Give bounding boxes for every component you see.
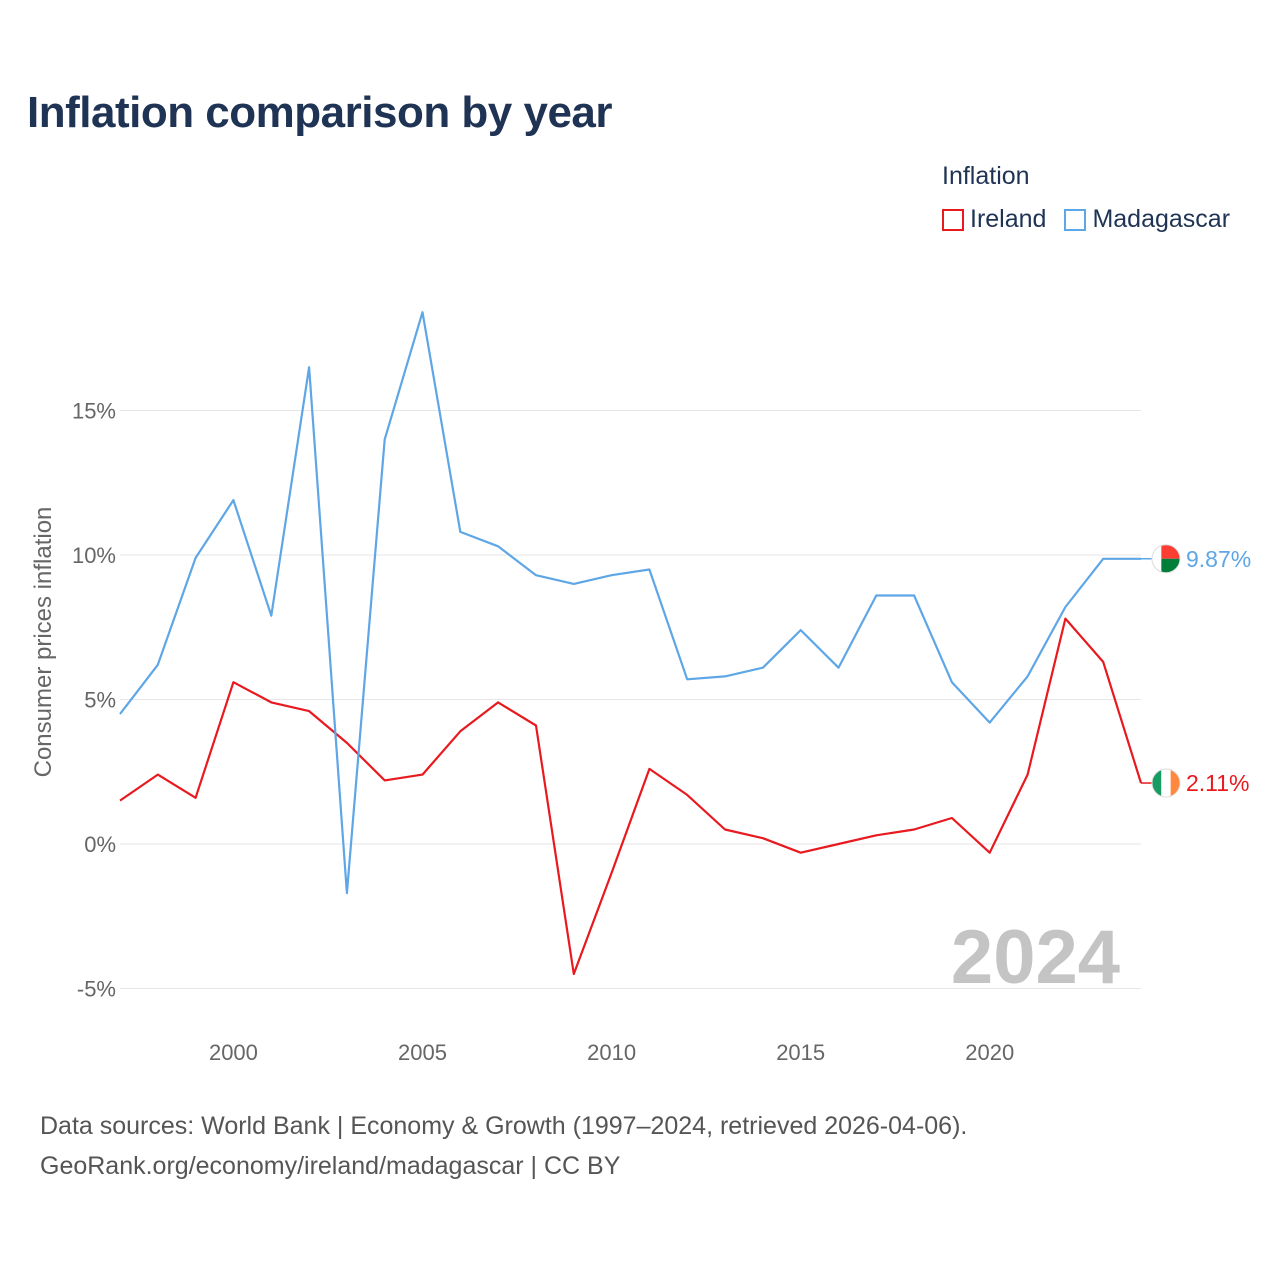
ireland-flag-icon (1151, 768, 1181, 798)
end-value-label-madagascar: 9.87% (1186, 546, 1251, 572)
line-chart: -5%0%5%10%15% 2000 2005 2010 2015 2020 2024 … (30, 311, 1251, 1065)
page-title: Inflation comparison by year (27, 88, 613, 137)
y-axis-ticks: -5% 0% 5% 10% 15% (72, 399, 116, 1002)
x-axis-ticks: 2000 2005 2010 2015 2020 (209, 1040, 1014, 1065)
x-tick-label: 2005 (398, 1040, 447, 1065)
legend-label-madagascar: Madagascar (1092, 205, 1231, 233)
flag-border (1151, 544, 1181, 574)
gridlines (120, 410, 1141, 989)
footer-credit: GeoRank.org/economy/ireland/madagascar |… (40, 1152, 621, 1180)
legend-title: Inflation (942, 162, 1030, 190)
y-tick-label: 0% (84, 832, 116, 857)
flag-stripes (1152, 769, 1180, 798)
flag-stripe-green (1161, 558, 1180, 573)
legend-swatch-madagascar (1064, 208, 1087, 231)
x-tick-label: 2015 (776, 1040, 825, 1065)
x-tick-label: 2020 (965, 1040, 1014, 1065)
end-value-label-ireland: 2.11% (1186, 770, 1250, 796)
y-tick-label: -5% (77, 977, 116, 1002)
legend: Ireland Madagascar (942, 205, 1230, 234)
footer-sources: Data sources: World Bank | Economy & Gro… (40, 1112, 968, 1140)
legend-item-ireland[interactable]: Ireland (942, 205, 1046, 234)
flag-stripe-green (1152, 769, 1162, 798)
flag-border (1151, 768, 1181, 798)
madagascar-flag-icon (1151, 544, 1181, 574)
legend-label-ireland: Ireland (970, 205, 1047, 233)
flag-stripe-orange (1170, 769, 1180, 798)
y-tick-label: 5% (84, 688, 116, 713)
footer: Data sources: World Bank | Economy & Gro… (40, 1106, 967, 1186)
x-tick-label: 2010 (587, 1040, 636, 1065)
x-tick-label: 2000 (209, 1040, 258, 1065)
series-line-madagascar[interactable] (119, 311, 1141, 895)
legend-swatch-ireland (942, 208, 964, 231)
series-line-ireland[interactable] (119, 617, 1143, 976)
y-tick-label: 15% (72, 399, 116, 424)
flag-stripe-white (1161, 769, 1171, 798)
year-watermark: 2024 (951, 915, 1120, 1000)
legend-item-madagascar[interactable]: Madagascar (1064, 205, 1230, 234)
flag-stripe-red (1161, 544, 1180, 559)
y-tick-label: 10% (72, 543, 116, 568)
y-axis-label: Consumer prices inflation (30, 507, 57, 778)
